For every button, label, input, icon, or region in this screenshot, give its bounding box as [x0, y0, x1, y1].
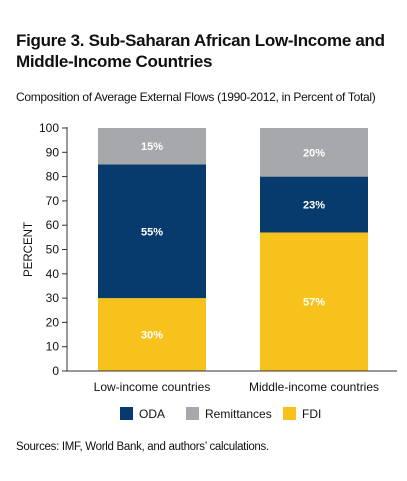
y-tick-label-20: 20 — [46, 315, 60, 329]
data-label-remittances-middle-income-countries: 20% — [303, 147, 325, 159]
data-label-oda-low-income-countries: 55% — [141, 226, 163, 238]
bar-fdi-low-income-countries — [98, 298, 206, 371]
legend-label-oda: ODA — [139, 407, 165, 421]
y-axis-title: PERCENT — [23, 222, 35, 277]
y-tick-label-100: 100 — [39, 121, 59, 135]
figure-subtitle: Composition of Average External Flows (1… — [16, 90, 376, 104]
figure-title-line2: Middle-Income Countries — [16, 52, 213, 71]
y-tick-label-60: 60 — [46, 218, 60, 232]
legend-label-remittances: Remittances — [205, 407, 272, 421]
source-note: Sources: IMF, World Bank, and authors’ c… — [16, 441, 269, 453]
figure-title-line1: Figure 3. Sub-Saharan African Low-Income… — [16, 31, 385, 50]
y-tick-label-80: 80 — [46, 170, 60, 184]
bar-oda-low-income-countries — [98, 164, 206, 299]
y-tick-label-40: 40 — [46, 267, 60, 281]
legend-label-fdi: FDI — [302, 407, 321, 421]
bar-fdi-middle-income-countries — [260, 232, 368, 371]
y-tick-label-90: 90 — [46, 145, 60, 159]
plot-area: 30% 55% 15% 57% 23% 20% — [98, 128, 368, 371]
legend-swatch-oda — [120, 407, 133, 420]
y-tick-label-50: 50 — [46, 243, 60, 257]
data-label-oda-middle-income-countries: 23% — [303, 200, 325, 212]
bar-remittances-middle-income-countries — [260, 128, 368, 177]
y-tick-label-30: 30 — [46, 291, 60, 305]
bar-oda-middle-income-countries — [260, 176, 368, 233]
x-category-label-low-income-countries: Low-income countries — [94, 380, 211, 394]
y-axis: 0 10 20 30 40 50 60 70 80 90 100 PERCENT — [23, 121, 68, 378]
legend-swatch-remittances — [186, 407, 199, 420]
x-category-label-middle-income-countries: Middle-income countries — [249, 380, 379, 394]
x-axis: Low-income countries Middle-income countr… — [67, 370, 397, 394]
chart-legend: ODA Remittances FDI — [120, 407, 321, 421]
data-label-remittances-low-income-countries: 15% — [141, 141, 163, 153]
data-label-fdi-middle-income-countries: 57% — [303, 297, 325, 309]
data-label-fdi-low-income-countries: 30% — [141, 330, 163, 342]
y-tick-label-70: 70 — [46, 194, 60, 208]
legend-swatch-fdi — [283, 407, 296, 420]
figure-title: Figure 3. Sub-Saharan African Low-Income… — [16, 30, 396, 72]
y-tick-label-0: 0 — [52, 364, 59, 378]
y-tick-label-10: 10 — [46, 340, 60, 354]
bar-remittances-low-income-countries — [98, 128, 206, 165]
